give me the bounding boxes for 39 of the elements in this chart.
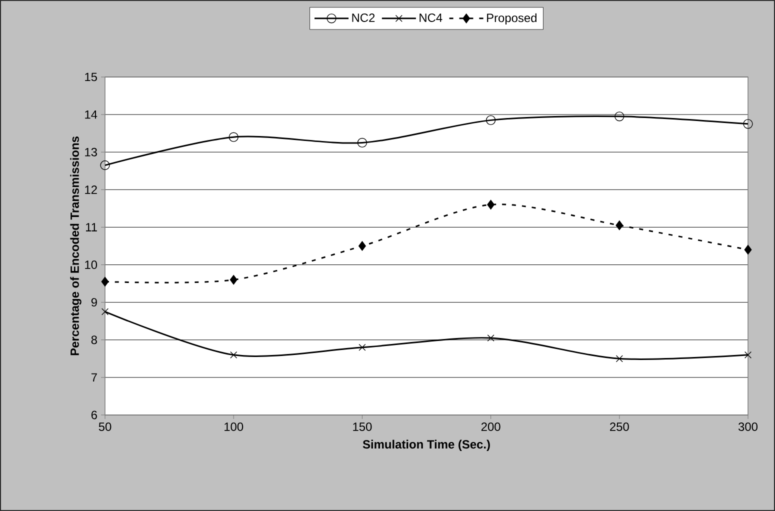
x-tick-label: 50	[98, 422, 112, 431]
y-tick-label: 15	[85, 72, 97, 82]
point	[616, 355, 623, 362]
y-tick-label: 13	[85, 148, 97, 156]
point	[614, 112, 624, 122]
point	[487, 334, 494, 342]
point	[357, 138, 368, 148]
legend-label: NC2	[352, 14, 375, 22]
point	[743, 119, 753, 129]
point	[744, 351, 752, 358]
point	[230, 351, 238, 358]
point	[101, 308, 109, 316]
point	[616, 220, 624, 230]
y-tick-label: 8	[91, 336, 97, 344]
y-tick-label: 12	[85, 185, 97, 194]
x-tick-label: 100	[224, 422, 244, 431]
point	[358, 241, 366, 251]
point	[744, 244, 752, 255]
y-tick-label: 6	[91, 410, 97, 420]
y-tick-label: 14	[85, 110, 98, 119]
y-tick-label: 11	[86, 223, 97, 232]
point	[486, 115, 496, 126]
legend-label: NC4	[420, 14, 442, 22]
legend-label: Proposed	[487, 13, 536, 24]
point	[230, 274, 238, 285]
x-tick-label: 150	[353, 422, 372, 431]
y-tick-label: 7	[91, 373, 97, 382]
point	[100, 160, 110, 170]
x-tick-label: 300	[738, 422, 758, 431]
x-tick-label: 200	[481, 422, 500, 431]
x-axis-title: Simulation Time (Sec.)	[362, 440, 490, 451]
point	[101, 276, 109, 286]
y-axis-title: Percentage of Encoded Transmissions	[70, 136, 82, 356]
point	[487, 200, 495, 210]
y-tick-label: 9	[91, 298, 97, 307]
point	[228, 132, 238, 142]
y-tick-label: 10	[85, 260, 98, 269]
x-tick-label: 250	[610, 422, 629, 431]
point	[358, 344, 366, 351]
